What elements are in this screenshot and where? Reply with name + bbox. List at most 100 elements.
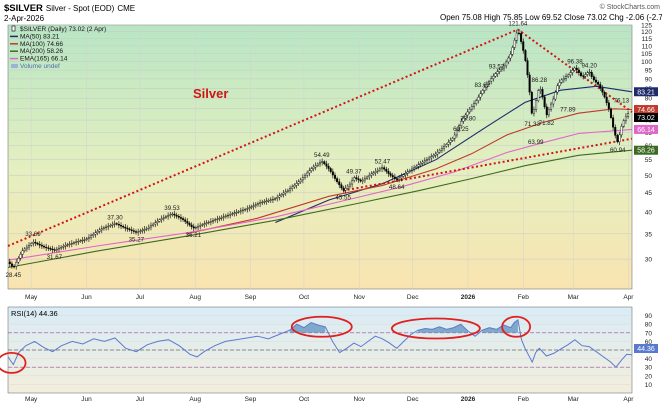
candle-body [443, 146, 446, 149]
price-y-tick: 115 [642, 36, 653, 43]
candle-body [96, 231, 99, 234]
candle-body [464, 114, 467, 119]
candle-body [149, 225, 152, 228]
price-label: 86.28 [532, 77, 548, 84]
candle-body [25, 246, 28, 250]
candle-body [113, 223, 116, 225]
candle-body [233, 212, 236, 214]
candle-body [246, 208, 249, 210]
candle-body [186, 221, 189, 224]
price-label: 73.80 [460, 115, 476, 122]
series-ma50 [275, 85, 633, 224]
price-x-label: Jul [136, 294, 145, 301]
candle-body [68, 243, 71, 245]
candle-body [158, 219, 161, 222]
candle-body [372, 172, 375, 175]
legend-label: EMA(165) 66.14 [20, 56, 68, 63]
candle-body [528, 74, 531, 93]
candle-body [306, 172, 309, 176]
candle-body [53, 249, 56, 251]
candle-body [562, 78, 565, 81]
rsi-x-label: Mar [568, 396, 580, 403]
candle-body [447, 142, 450, 145]
candle-body [280, 194, 283, 197]
price-label: 35.27 [129, 237, 145, 244]
candle-body [588, 71, 591, 74]
candle-body [473, 103, 476, 107]
candle-body [38, 243, 41, 246]
candle-body [603, 91, 606, 98]
price-y-tick: 120 [641, 29, 652, 36]
candle-body [21, 250, 24, 255]
candle-body [428, 157, 431, 160]
price-label: 49.37 [346, 168, 362, 175]
candle-body [295, 183, 298, 186]
candle-body [325, 163, 328, 167]
candle-body [543, 96, 546, 108]
candle-body [605, 96, 608, 103]
candle-body [353, 177, 356, 181]
rsi-value-badge: 44.36 [634, 344, 658, 353]
price-label: 33.69 [25, 231, 41, 238]
candle-body [237, 211, 240, 213]
candle-body [229, 214, 232, 216]
candle-body [51, 248, 54, 251]
price-x-label: Sep [245, 294, 257, 301]
price-y-tick: 80 [645, 96, 653, 103]
candle-body [85, 238, 88, 240]
candle-body [398, 177, 401, 180]
candle-body [468, 108, 471, 113]
candle-body [218, 218, 221, 220]
candle-body [329, 168, 332, 172]
symbol-title: $SILVER Silver - Spot (EOD) CME [4, 3, 135, 14]
candle-body [594, 79, 597, 83]
candle-body [297, 181, 300, 184]
candle-body [370, 173, 373, 176]
candle-body [421, 161, 424, 164]
legend-label: MA(200) 58.26 [20, 48, 63, 55]
rsi-x-label: Jul [136, 396, 145, 403]
candle-body [92, 234, 95, 236]
candle-body [263, 201, 266, 203]
price-label: 96.38 [567, 59, 583, 66]
candle-body [319, 162, 322, 165]
price-x-label: Oct [299, 294, 309, 301]
candle-body [400, 176, 403, 179]
candle-body [327, 165, 330, 169]
candle-body [81, 239, 84, 242]
candle-body [109, 225, 112, 227]
candle-body [271, 198, 274, 201]
rsi-x-axis: May Jun Jul Aug Sep Oct Nov Dec 2026 Feb Mar Apr [25, 396, 634, 403]
candle-body [261, 201, 264, 204]
candle-body [188, 223, 191, 226]
candle-body [502, 65, 505, 69]
candle-body [494, 73, 497, 77]
price-label: 36.21 [186, 232, 202, 239]
price-y-tick: 100 [641, 59, 652, 66]
candle-body [517, 32, 520, 35]
candle-body [8, 261, 11, 265]
price-y-tick: 125 [641, 23, 652, 30]
candle-body [203, 223, 206, 225]
rsi-x-label: Feb [518, 396, 530, 403]
candle-body [62, 246, 65, 248]
candle-body [164, 216, 167, 218]
candle-body [357, 178, 360, 181]
candle-body [209, 221, 212, 223]
candle-body [513, 40, 516, 48]
candle-body [197, 226, 200, 228]
candle-body [509, 54, 512, 59]
candle-body [522, 41, 525, 51]
candle-body [205, 222, 208, 224]
badge-bg [634, 145, 658, 155]
candle-body [321, 161, 324, 163]
candle-body [423, 160, 426, 163]
candle-body [177, 216, 180, 218]
candle-body [586, 72, 589, 75]
rsi-x-label: Aug [189, 396, 201, 403]
candle-body [438, 149, 441, 153]
candle-body [60, 246, 63, 249]
candle-body [190, 224, 193, 227]
candle-body [47, 247, 50, 249]
candle-body [276, 197, 279, 199]
